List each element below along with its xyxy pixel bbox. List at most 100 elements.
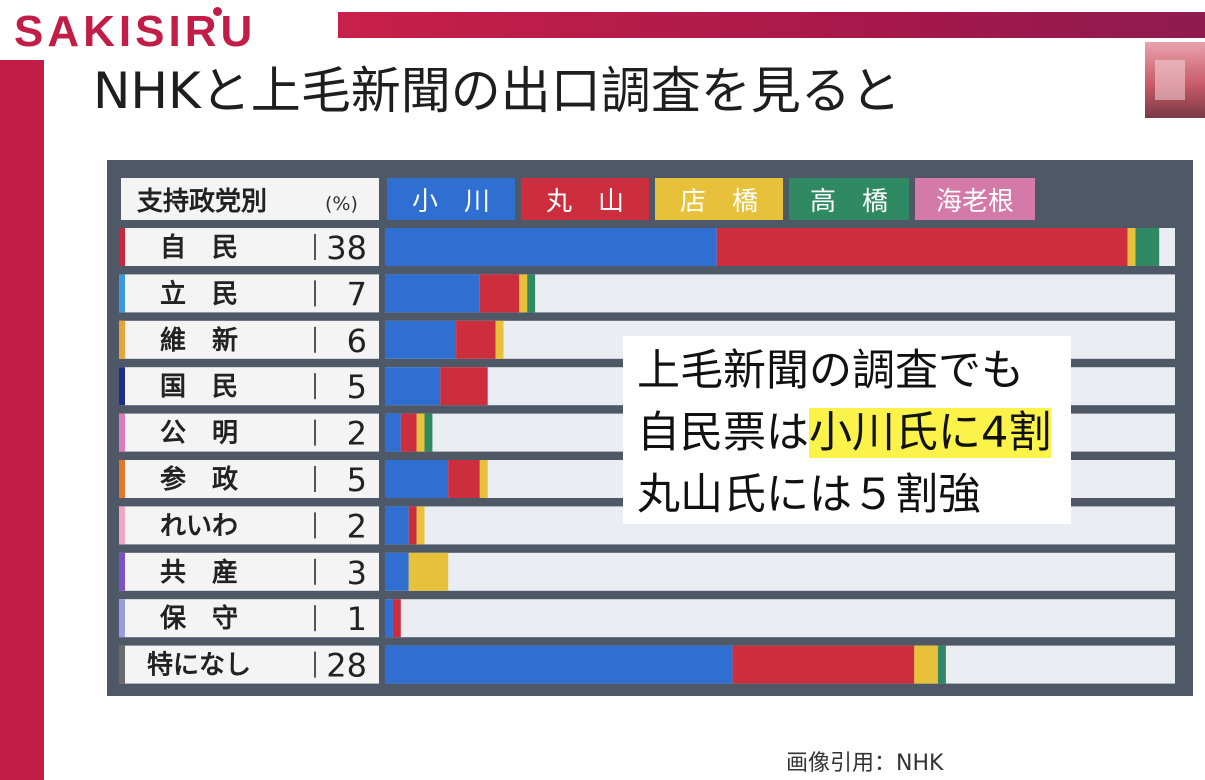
brand-logo[interactable]: SAKISIRU (14, 7, 257, 56)
bar-segment (385, 599, 393, 638)
row-divider (314, 512, 316, 539)
bar-track (385, 552, 1175, 591)
row-label-box (119, 506, 379, 545)
bar-track (385, 599, 1175, 638)
bar-segment (716, 228, 1128, 266)
support-share-value: 28 (326, 647, 367, 685)
bar-segment (527, 274, 536, 313)
support-share-value: 1 (347, 600, 367, 638)
row-divider (314, 234, 316, 260)
category-label: 立 民 (160, 278, 238, 309)
legend-swatch (387, 178, 515, 220)
legend-entry-label: 丸 山 (546, 187, 624, 217)
bar-segment (385, 367, 441, 406)
row-label-box (119, 552, 379, 591)
legend-swatch (915, 178, 1035, 220)
party-color-tab (119, 320, 125, 359)
row-divider (314, 651, 316, 678)
legend-entry-label: 店 橋 (680, 187, 758, 217)
party-color-tab (119, 599, 125, 638)
row-divider (314, 373, 316, 400)
callout-line-1: 上毛新聞の調査でも (637, 346, 1024, 396)
category-label: 自 民 (160, 232, 238, 263)
party-color-tab (119, 460, 125, 498)
row-label-box (119, 645, 379, 684)
bar-segment (519, 274, 528, 313)
category-label: れいわ (160, 511, 238, 541)
legend-entry-label: 高 橋 (810, 187, 888, 217)
bar-segment (914, 645, 938, 684)
support-share-value: 38 (326, 229, 367, 267)
legend-entry-label: 海老根 (936, 187, 1014, 217)
page-title: NHKと上毛新聞の出口調査を見ると (93, 62, 901, 120)
row-divider (314, 466, 316, 492)
image-credit: 画像引用：NHK (786, 751, 944, 776)
category-label: 維 新 (160, 325, 238, 356)
brand-logo-text: SAKISIRU (14, 7, 257, 56)
left-accent-band (0, 60, 44, 780)
bar-segment (408, 506, 417, 545)
callout-line-2-prefix: 自民票は (637, 408, 809, 458)
party-color-tab (119, 506, 125, 545)
bar-segment (392, 599, 401, 638)
bar-segment (385, 506, 409, 545)
bar-segment (385, 320, 457, 359)
row-divider (314, 558, 316, 585)
party-color-tab (119, 274, 125, 313)
row-label-box (119, 228, 379, 266)
callout-highlight: 小川氏に4割 (809, 408, 1052, 458)
bar-segment (424, 413, 433, 452)
legend-header-box (121, 178, 379, 220)
row-divider (314, 419, 316, 446)
legend-header-label: 支持政党別 (137, 186, 267, 217)
bar-segment (416, 413, 425, 452)
row-label-box (119, 367, 379, 406)
bar-segment (385, 228, 717, 266)
legend-swatch (655, 178, 783, 220)
callout-line-3: 丸山氏には５割強 (637, 470, 981, 520)
category-label: 国 民 (160, 372, 238, 402)
row-label-box (119, 460, 379, 498)
header-band (338, 12, 1205, 38)
bar-segment (385, 552, 409, 591)
legend-swatch (789, 178, 909, 220)
party-color-tab (119, 645, 125, 684)
support-share-value: 6 (347, 322, 367, 360)
legend-unit-label: (%) (325, 193, 358, 215)
category-label: 公 明 (160, 419, 238, 449)
row-label-box (119, 413, 379, 452)
bar-segment (385, 645, 733, 684)
category-label: 共 産 (160, 557, 238, 588)
legend-entry-label: 小 川 (412, 187, 490, 217)
bar-segment (495, 320, 504, 359)
bar-segment (479, 274, 520, 313)
legend-swatch (521, 178, 649, 220)
support-share-value: 2 (347, 507, 367, 545)
support-share-value: 7 (347, 275, 367, 313)
bar-segment (385, 460, 449, 498)
bar-segment (1127, 228, 1136, 266)
bar-segment (416, 506, 425, 545)
bar-segment (385, 413, 401, 452)
party-color-tab (119, 552, 125, 591)
bar-segment (456, 320, 496, 359)
party-color-tab (119, 413, 125, 452)
support-share-value: 2 (347, 415, 367, 453)
row-label-box (119, 274, 379, 313)
category-label: 保 守 (159, 603, 238, 634)
row-divider (314, 326, 316, 353)
support-share-value: 5 (347, 368, 367, 406)
callout-box: 上毛新聞の調査でも 自民票は小川氏に4割 丸山氏には５割強 (623, 336, 1071, 524)
callout-line-2: 自民票は小川氏に4割 (637, 408, 1052, 458)
row-divider (314, 605, 316, 632)
row-label-box (119, 320, 379, 359)
bar-segment (408, 552, 449, 591)
bar-segment (938, 645, 946, 684)
bar-segment (448, 460, 480, 498)
party-color-tab (119, 228, 125, 266)
video-thumbnail[interactable] (1145, 42, 1205, 118)
party-color-tab (119, 367, 125, 406)
support-share-value: 3 (347, 554, 367, 592)
category-label: 参 政 (160, 464, 238, 495)
